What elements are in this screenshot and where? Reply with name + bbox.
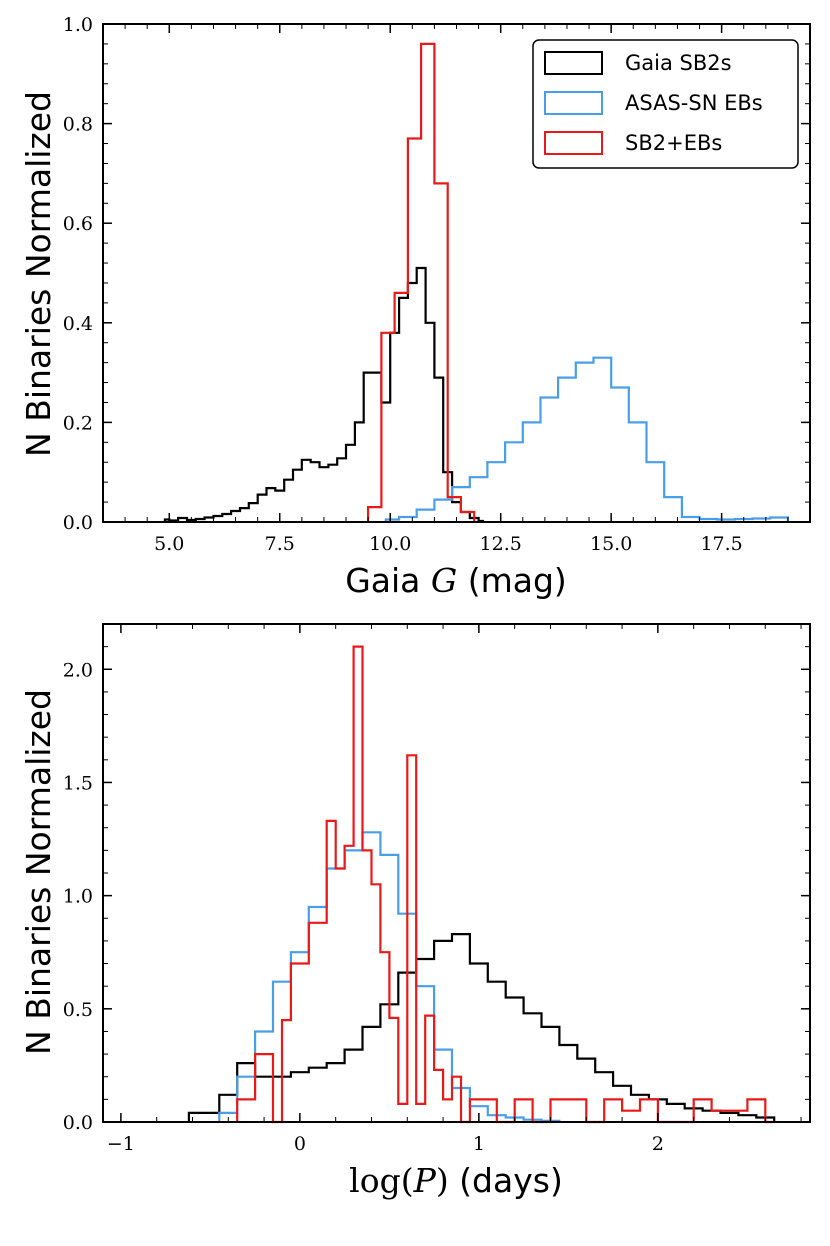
legend-label-gaia-sb2s: Gaia SB2s (625, 51, 732, 75)
y-tick-label: 0.4 (63, 313, 93, 335)
y-tick-label: 0.6 (63, 213, 93, 235)
plot-frame-bottom (102, 623, 811, 1123)
xlabel-top: Gaia G (mag) (345, 561, 567, 600)
ticks-layer-bottom: −1 0 1 2 0.0 0.5 1.0 1.5 2.0 (63, 623, 810, 1155)
series-sb2-ebs-gaia-g (367, 42, 476, 522)
legend-swatch-gaia-sb2s (544, 51, 603, 75)
legend: Gaia SB2s ASAS-SN EBs SB2+EBs (532, 39, 799, 169)
y-tick-label: 1.0 (63, 886, 93, 908)
panel-log-period: −1 0 1 2 0.0 0.5 1.0 1.5 2.0 N Binaries Normaliz… (19, 623, 811, 1200)
x-tick-label: 12.5 (480, 533, 522, 555)
x-tick-label: 10.0 (369, 533, 411, 555)
legend-swatch-sb2-ebs (544, 131, 603, 155)
x-tick-label: −1 (107, 1133, 135, 1155)
x-tick-label: 1 (473, 1133, 485, 1155)
ylabel-bottom: N Binaries Normalized (19, 689, 58, 1055)
legend-frame (532, 39, 799, 169)
legend-label-sb2-ebs: SB2+EBs (625, 131, 722, 155)
x-tick-label: 7.5 (265, 533, 295, 555)
x-tick-label: 15.0 (590, 533, 632, 555)
ylabel-top: N Binaries Normalized (19, 91, 58, 457)
y-tick-label: 0.5 (63, 999, 93, 1021)
y-tick-label: 0.0 (63, 512, 93, 534)
series-asas-sn-ebs-log-p (218, 831, 561, 1122)
y-tick-label: 0.0 (63, 1112, 93, 1134)
ticks-layer-top: 5.0 7.5 10.0 12.5 15.0 17.5 0.0 0.2 0.4 0.6 0.8 1.0 (63, 14, 811, 555)
x-tick-label: 5.0 (154, 533, 184, 555)
xlabel-bottom: log(P) (days) (349, 1161, 563, 1200)
series-sb2-ebs-log-p (236, 645, 775, 1124)
series-asas-sn-ebs-gaia-g (384, 356, 789, 522)
series-gaia-sb2s-gaia-g (163, 266, 485, 523)
y-tick-label: 2.0 (63, 659, 93, 681)
panel-gaia-g-magnitude: 5.0 7.5 10.0 12.5 15.0 17.5 0.0 0.2 0.4 0.6 0.8 1.0… (19, 14, 811, 600)
series-layer-bottom (187, 645, 776, 1124)
legend-swatch-asas-sn-ebs (544, 91, 603, 115)
series-gaia-sb2s-log-p (187, 933, 776, 1122)
x-tick-label: 0 (294, 1133, 306, 1155)
x-tick-label: 2 (652, 1133, 664, 1155)
x-tick-label: 17.5 (700, 533, 742, 555)
y-tick-label: 1.5 (63, 772, 93, 794)
y-tick-label: 1.0 (63, 14, 93, 36)
y-tick-label: 0.2 (63, 412, 93, 434)
y-tick-label: 0.8 (63, 114, 93, 136)
legend-label-asas-sn-ebs: ASAS-SN EBs (625, 91, 763, 115)
